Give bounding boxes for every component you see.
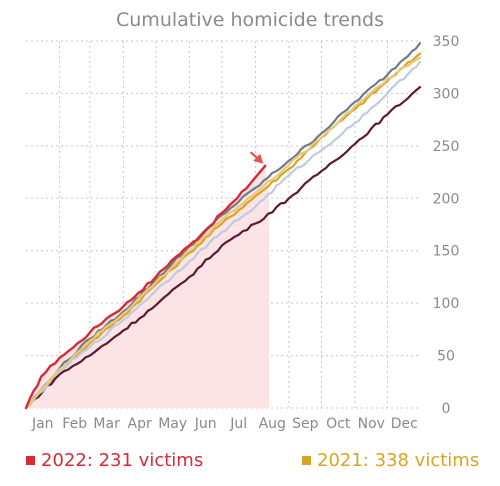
x-tick-label: Aug [259,416,286,432]
legend-label: 2021: 338 victims [317,450,479,471]
series-line-2021 [24,52,422,410]
x-tick-label: Jun [194,416,217,432]
x-tick-label: Jan [31,416,54,432]
x-tick-label: Sep [292,416,319,432]
y-tick-label: 200 [433,191,460,207]
series-line-series-3 [24,86,422,410]
x-tick-label: Oct [326,416,351,432]
series-lines [24,42,422,410]
series-line-2022 [24,164,267,410]
x-tick-labels: Jan Feb Mar Apr May Jun Jul Aug Sep Oct Nov Dec [31,416,418,432]
y-tick-label: 250 [433,139,460,155]
legend-label: 2022: 231 victims [41,450,203,471]
annotations [250,151,264,164]
x-tick-label: Jul [229,416,247,432]
x-tick-label: Apr [128,416,152,432]
x-tick-label: Mar [93,416,120,432]
x-tick-label: Dec [391,416,418,432]
legend-swatch [302,456,311,465]
series-line-series-5 [24,56,422,410]
legend: 2022: 231 victims 2021: 338 victims [26,450,479,471]
series-line-series-4 [24,60,422,410]
y-tick-label: 50 [437,349,455,365]
x-tick-label: Nov [358,416,385,432]
y-tick-label: 100 [433,296,460,312]
y-tick-label: 350 [433,34,460,50]
y-tick-label: 300 [433,86,460,102]
legend-swatch [26,456,35,465]
x-tick-label: May [158,416,187,432]
annotation-arrow-head [253,153,264,164]
y-tick-label: 150 [433,244,460,260]
y-tick-labels: 0 50 100 150 200 250 300 350 [433,34,460,417]
y-tick-label: 0 [442,401,451,417]
chart-title: Cumulative homicide trends [116,9,384,31]
x-tick-label: Feb [62,416,87,432]
